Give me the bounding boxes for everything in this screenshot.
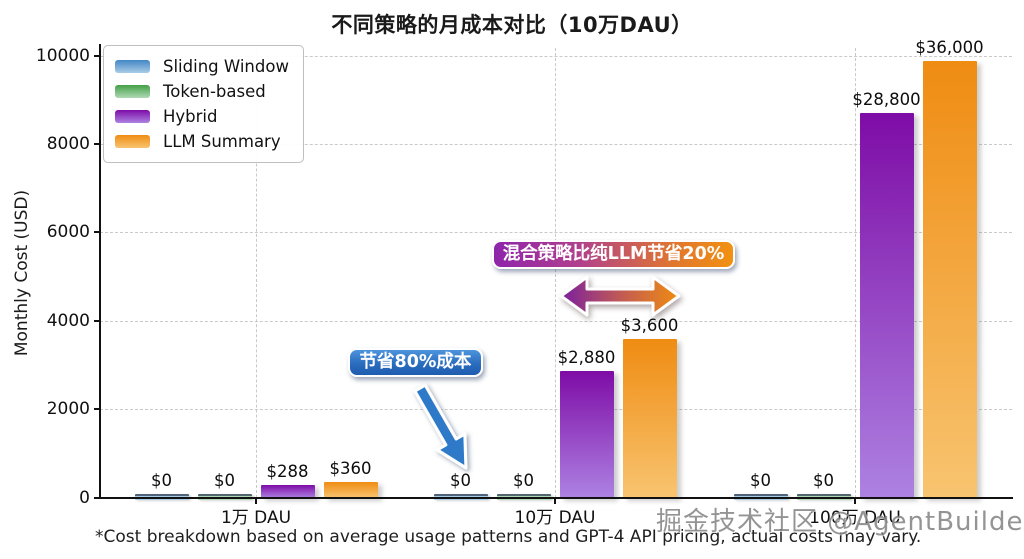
y-gridline (100, 55, 1012, 57)
double-headed-arrow-icon (559, 275, 681, 317)
bar-sliding-window-2 (433, 493, 488, 500)
annotation-save80-text: 节省80%成本 (359, 352, 472, 372)
legend-item: Token-based (115, 79, 289, 104)
footnote: *Cost breakdown based on average usage p… (95, 527, 922, 547)
annotation-hybrid-save20-text: 混合策略比纯LLM节省20% (502, 244, 725, 264)
y-tick-label: 0 (79, 487, 90, 508)
legend-label: Hybrid (163, 107, 218, 126)
x-tick-mark (854, 499, 856, 504)
y-tick-mark (94, 408, 99, 411)
watermark: 掘金技术社区 @AgentBuilder (656, 507, 1024, 537)
bar-llm-summary-3 (922, 60, 977, 498)
bar-token-based-2 (496, 493, 551, 500)
bar-hybrid-1 (260, 484, 315, 498)
x-tick-label: 1万 DAU (220, 508, 292, 528)
y-axis-spine (99, 44, 101, 498)
bar-sliding-window-1 (134, 493, 189, 500)
bar-value-label: $0 (513, 470, 534, 490)
y-gridline (100, 143, 1012, 145)
x-axis-spine (99, 497, 1013, 499)
legend-label: LLM Summary (163, 132, 281, 151)
legend: Sliding Window Token-based Hybrid LLM Summa… (103, 45, 304, 163)
bar-value-label: $0 (450, 470, 471, 490)
bar-token-based-3 (796, 493, 851, 500)
bar-token-based-1 (197, 493, 252, 500)
bar-value-label: $2,880 (557, 347, 616, 367)
bar-value-label: $28,800 (852, 89, 921, 109)
bar-llm-summary-1 (323, 481, 378, 498)
bar-value-label: $3,600 (620, 315, 679, 335)
bar-value-label: $36,000 (915, 37, 984, 57)
y-tick-mark (94, 496, 99, 499)
y-axis-label: Monthly Cost (USD) (12, 189, 32, 357)
bar-hybrid-2 (559, 370, 614, 498)
legend-swatch-icon (115, 85, 150, 98)
legend-label: Token-based (163, 82, 266, 101)
x-gridline (555, 48, 556, 498)
bar-value-label: $0 (813, 470, 834, 490)
legend-swatch-icon (115, 60, 150, 73)
bar-value-label: $288 (266, 461, 309, 481)
bar-sliding-window-3 (733, 493, 788, 500)
annotation-save80: 节省80%成本 (348, 348, 483, 377)
bar-llm-summary-2 (622, 338, 677, 498)
y-tick-mark (94, 319, 99, 322)
y-tick-label: 10000 (35, 45, 90, 66)
y-gridline (100, 409, 1012, 411)
y-tick-label: 2000 (46, 399, 90, 420)
y-tick-mark (94, 231, 99, 234)
x-tick-mark (255, 499, 257, 504)
legend-item: Hybrid (115, 104, 289, 129)
y-tick-label: 6000 (46, 222, 90, 243)
bar-hybrid-3 (859, 112, 914, 498)
bar-value-label: $360 (329, 458, 372, 478)
legend-item: Sliding Window (115, 54, 289, 79)
bar-value-label: $0 (151, 470, 172, 490)
legend-swatch-icon (115, 110, 150, 123)
bar-value-label: $0 (750, 470, 771, 490)
y-tick-label: 8000 (46, 133, 90, 154)
legend-swatch-icon (115, 135, 150, 148)
legend-item: LLM Summary (115, 129, 289, 154)
annotation-hybrid-save20: 混合策略比纯LLM节省20% (492, 240, 735, 269)
y-tick-mark (94, 54, 99, 57)
legend-label: Sliding Window (163, 57, 289, 76)
x-gridline (855, 48, 856, 498)
y-gridline (100, 232, 1012, 234)
x-tick-label: 10万 DAU (514, 508, 596, 528)
bar-value-label: $0 (214, 470, 235, 490)
x-gridline (256, 48, 257, 498)
chart-title: 不同策略的月成本对比（10万DAU） (331, 13, 693, 37)
x-tick-label: 100万 DAU (809, 508, 901, 528)
y-gridline (100, 320, 1012, 322)
x-tick-mark (554, 499, 556, 504)
y-tick-mark (94, 142, 99, 145)
y-tick-label: 4000 (46, 310, 90, 331)
blue-down-arrow-icon (413, 383, 468, 470)
